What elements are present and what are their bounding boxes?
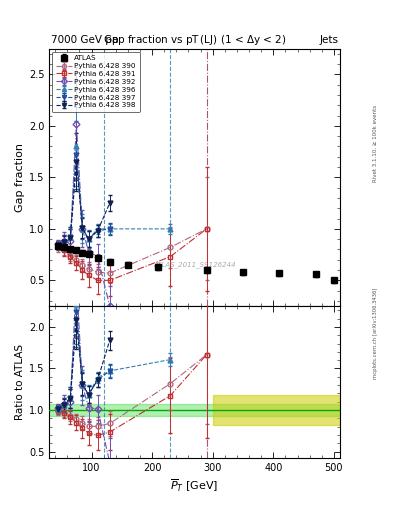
Text: 7000 GeV pp: 7000 GeV pp (51, 35, 119, 45)
Text: Jets: Jets (320, 35, 339, 45)
Title: Gap fraction vs pT$\,$(LJ) (1 < $\Delta$y < 2): Gap fraction vs pT$\,$(LJ) (1 < $\Delta$… (103, 33, 286, 47)
Text: mcplots.cern.ch [arXiv:1306.3436]: mcplots.cern.ch [arXiv:1306.3436] (373, 287, 378, 378)
Y-axis label: Gap fraction: Gap fraction (15, 143, 25, 212)
X-axis label: $\overline{P}_T$ [GeV]: $\overline{P}_T$ [GeV] (171, 477, 219, 494)
Text: Rivet 3.1.10, ≥ 100k events: Rivet 3.1.10, ≥ 100k events (373, 105, 378, 182)
Text: ATLAS_2011_S9126244: ATLAS_2011_S9126244 (153, 262, 236, 268)
Y-axis label: Ratio to ATLAS: Ratio to ATLAS (15, 344, 25, 420)
Legend: ATLAS, Pythia 6.428 390, Pythia 6.428 391, Pythia 6.428 392, Pythia 6.428 396, P: ATLAS, Pythia 6.428 390, Pythia 6.428 39… (52, 52, 140, 112)
